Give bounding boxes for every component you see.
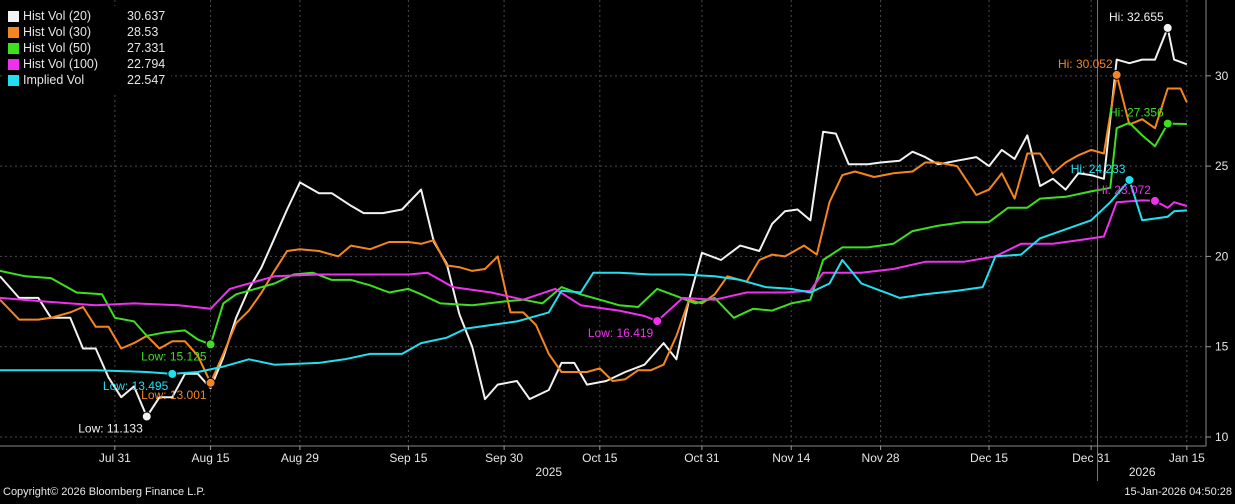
series-line-1 [0, 73, 1188, 384]
legend-series-name: Hist Vol (100) [23, 57, 99, 71]
legend-swatch [8, 58, 19, 70]
extreme-label: Hi: 24.233 [1071, 162, 1126, 176]
y-tick-label: 25 [1215, 159, 1229, 173]
extreme-marker [205, 339, 216, 350]
legend-last-value: 22.794 [127, 57, 166, 71]
extreme-label: Hi: 27.356 [1109, 106, 1164, 120]
extreme-marker [1149, 195, 1160, 206]
extreme-marker [1124, 174, 1135, 185]
x-tick-label: Oct 15 [582, 451, 618, 465]
extreme-marker [141, 411, 152, 422]
y-tick-label: 20 [1215, 249, 1229, 263]
extreme-label: Low: 15.125 [141, 349, 207, 363]
series-line-0 [0, 26, 1188, 418]
extreme-marker [1111, 69, 1122, 80]
x-tick-label: Dec 31 [1072, 451, 1110, 465]
extreme-marker [1162, 118, 1173, 129]
extreme-marker [205, 377, 216, 388]
x-tick-label: Dec 15 [970, 451, 1008, 465]
legend-item-hv30: Hist Vol (30) 28.53 [8, 24, 165, 40]
extreme-marker [652, 316, 663, 327]
x-tick-label: Nov 28 [862, 451, 900, 465]
x-tick-label: Aug 15 [192, 451, 230, 465]
x-tick-label: Oct 31 [684, 451, 720, 465]
extreme-label: Low: 13.495 [103, 379, 169, 393]
series-line-3 [0, 199, 1188, 323]
extreme-label: Low: 16.419 [588, 326, 654, 340]
legend-last-value: 28.53 [127, 25, 159, 39]
legend-item-hv50: Hist Vol (50) 27.331 [8, 40, 165, 56]
copyright-text: Copyright© 2026 Bloomberg Finance L.P. [3, 486, 206, 498]
x-tick-label: Jul 31 [99, 451, 131, 465]
legend-item-hv20: Hist Vol (20) 30.637 [8, 8, 165, 24]
x-tick-label: Sep 15 [389, 451, 427, 465]
legend-last-value: 22.547 [127, 73, 166, 87]
series-line-2 [0, 121, 1187, 346]
legend-series-name: Hist Vol (30) [23, 25, 92, 39]
legend-item-implied-vol: Implied Vol 22.547 [8, 72, 165, 88]
extreme-marker [1162, 22, 1173, 33]
legend-swatch [8, 26, 19, 38]
y-tick-label: 15 [1215, 340, 1229, 354]
x-tick-label: Sep 30 [485, 451, 523, 465]
y-tick-label: 10 [1215, 430, 1229, 444]
legend-last-value: 27.331 [127, 41, 166, 55]
extreme-label: Low: 13.001 [141, 388, 207, 402]
legend-last-value: 30.637 [127, 9, 166, 23]
legend-swatch [8, 10, 19, 22]
year-label: 2025 [535, 465, 562, 479]
year-label: 2026 [1129, 465, 1156, 479]
timestamp-text: 15-Jan-2026 04:50:28 [1124, 486, 1232, 498]
legend-series-name: Hist Vol (50) [23, 41, 92, 55]
x-tick-label: Aug 29 [281, 451, 319, 465]
chart-legend: Hist Vol (20) 30.637 Hist Vol (30) 28.53… [4, 6, 172, 92]
x-tick-label: Nov 14 [772, 451, 810, 465]
extreme-label: Hi: 32.655 [1109, 10, 1164, 24]
legend-series-name: Implied Vol [23, 73, 85, 87]
x-tick-label: Jan 15 [1169, 451, 1205, 465]
extreme-label: Hi: 30.052 [1058, 57, 1113, 71]
y-tick-label: 30 [1215, 69, 1229, 83]
legend-swatch [8, 42, 19, 54]
series-line-4 [0, 179, 1187, 375]
legend-swatch [8, 74, 19, 86]
extreme-label: Hi: 23.072 [1096, 183, 1151, 197]
extreme-label: Low: 11.133 [78, 422, 143, 436]
extreme-marker [167, 368, 178, 379]
legend-series-name: Hist Vol (20) [23, 9, 92, 23]
legend-item-hv100: Hist Vol (100) 22.794 [8, 56, 165, 72]
